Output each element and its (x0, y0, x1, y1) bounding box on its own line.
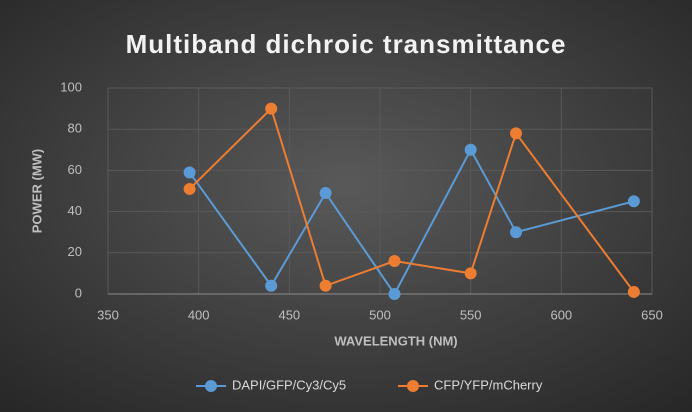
y-tick-label: 40 (68, 203, 82, 218)
marker (510, 226, 522, 239)
marker (627, 285, 640, 298)
marker (319, 279, 332, 292)
marker (183, 166, 196, 179)
legend-label: DAPI/GFP/Cy3/Cy5 (232, 377, 346, 392)
y-tick-label: 80 (68, 121, 82, 136)
marker (319, 187, 332, 200)
x-tick-label: 450 (278, 307, 300, 322)
legend-marker (205, 380, 217, 392)
x-tick-label: 600 (550, 307, 572, 322)
y-tick-label: 20 (68, 244, 82, 259)
y-tick-label: 0 (75, 285, 82, 300)
y-tick-label: 60 (68, 162, 82, 177)
x-tick-label: 650 (641, 307, 663, 322)
marker (464, 143, 477, 156)
legend-marker (407, 380, 419, 392)
marker (627, 195, 640, 208)
y-axis-title: POWER (MW) (29, 149, 44, 233)
marker (265, 102, 278, 115)
marker (183, 182, 196, 195)
x-tick-label: 550 (460, 307, 482, 322)
marker (510, 127, 522, 140)
marker (265, 279, 278, 292)
x-tick-label: 400 (188, 307, 210, 322)
legend-label: CFP/YFP/mCherry (434, 377, 543, 392)
x-tick-label: 350 (97, 307, 119, 322)
x-tick-label: 500 (369, 307, 391, 322)
y-tick-label: 100 (60, 79, 82, 94)
chart-title: Multiband dichroic transmittance (126, 29, 567, 59)
x-axis-title: WAVELENGTH (NM) (334, 333, 457, 348)
marker (388, 288, 401, 300)
marker (464, 267, 477, 280)
marker (388, 255, 401, 268)
